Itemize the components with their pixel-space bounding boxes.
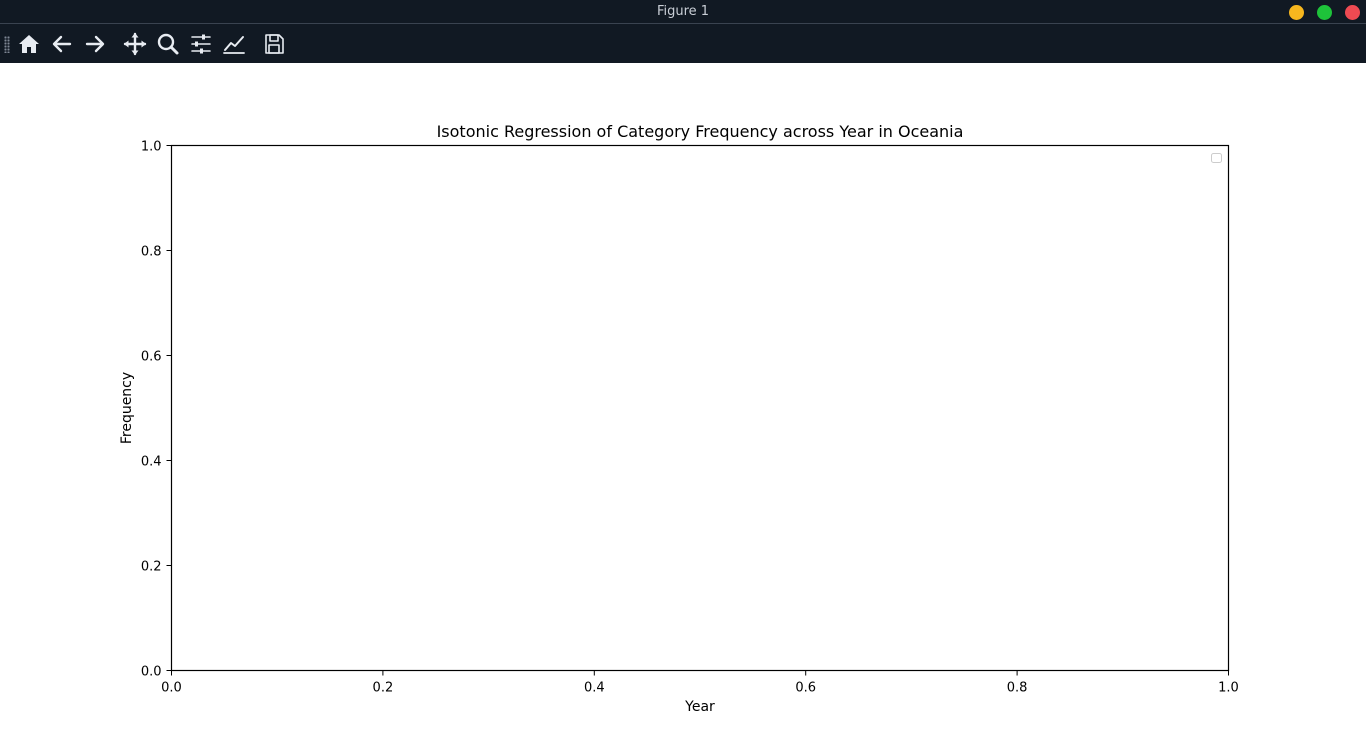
back-button[interactable] xyxy=(47,29,77,59)
y-tick-label: 0.2 xyxy=(141,560,162,575)
close-button[interactable] xyxy=(1345,5,1360,20)
arrow-right-icon xyxy=(85,35,105,53)
save-button[interactable] xyxy=(259,29,289,59)
edit-axis-button[interactable] xyxy=(219,29,249,59)
x-tick-label: 1.0 xyxy=(1218,681,1239,696)
maximize-button[interactable] xyxy=(1317,5,1332,20)
x-tick-label: 0.6 xyxy=(795,681,816,696)
figure-canvas[interactable]: Isotonic Regression of Category Frequenc… xyxy=(0,63,1366,746)
y-tick-label: 0.4 xyxy=(141,455,162,470)
line-chart-icon xyxy=(223,36,245,54)
x-tick-label: 0.2 xyxy=(373,681,394,696)
window-title: Figure 1 xyxy=(656,4,710,19)
pan-button[interactable] xyxy=(120,29,150,59)
y-axis-label: Frequency xyxy=(119,372,135,444)
sliders-icon xyxy=(191,34,211,54)
y-axis: 0.0 0.2 0.4 0.6 0.8 1.0 xyxy=(141,140,172,680)
floppy-disk-icon xyxy=(265,34,284,54)
x-axis: 0.0 0.2 0.4 0.6 0.8 1.0 xyxy=(161,670,1239,696)
forward-button[interactable] xyxy=(80,29,110,59)
legend-box xyxy=(1211,153,1222,163)
x-tick-label: 0.0 xyxy=(161,681,182,696)
y-tick-label: 0.8 xyxy=(141,245,162,260)
x-axis-label: Year xyxy=(684,699,715,715)
y-tick-label: 1.0 xyxy=(141,140,162,155)
x-tick-label: 0.8 xyxy=(1007,681,1028,696)
chart: Isotonic Regression of Category Frequenc… xyxy=(119,122,1239,715)
arrow-left-icon xyxy=(52,35,72,53)
y-tick-label: 0.0 xyxy=(141,665,162,680)
chart-title: Isotonic Regression of Category Frequenc… xyxy=(437,122,964,141)
toolbar-grip-handle[interactable] xyxy=(4,36,10,53)
zoom-button[interactable] xyxy=(153,29,183,59)
x-tick-label: 0.4 xyxy=(584,681,605,696)
minimize-button[interactable] xyxy=(1289,5,1304,20)
magnifier-icon xyxy=(157,33,179,55)
home-icon xyxy=(19,35,39,53)
y-tick-label: 0.6 xyxy=(141,350,162,365)
move-icon xyxy=(123,32,147,56)
home-button[interactable] xyxy=(14,29,44,59)
configure-subplots-button[interactable] xyxy=(186,29,216,59)
navigation-toolbar xyxy=(0,24,1366,63)
plot-area xyxy=(170,144,1230,672)
window-titlebar: Figure 1 xyxy=(0,0,1366,24)
